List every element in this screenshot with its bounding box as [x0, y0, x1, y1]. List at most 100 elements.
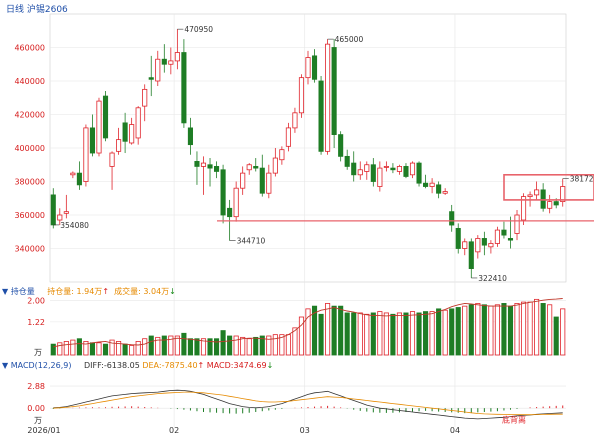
volume-bar — [370, 312, 376, 356]
volume-bar — [325, 303, 331, 356]
macd-panel-title[interactable]: MACD(12,26,9) — [10, 361, 72, 370]
y-tick-label: 0.00 — [27, 404, 45, 413]
oi-panel-title[interactable]: 持仓量 — [10, 287, 35, 296]
candle-body — [370, 164, 376, 182]
candle-body — [57, 214, 63, 221]
candle-body — [396, 166, 402, 172]
volume-bar — [142, 338, 148, 356]
candle-body — [449, 211, 455, 226]
volume-bar — [442, 309, 448, 356]
volume-bar — [70, 339, 76, 356]
annotation-high1: 470950 — [184, 25, 213, 34]
candle-body — [174, 52, 180, 62]
volume-bar — [534, 298, 540, 356]
volume-bar — [311, 305, 318, 356]
volume-bar — [122, 343, 128, 356]
volume-bar — [194, 338, 200, 356]
candle-body — [383, 166, 389, 168]
volume-bar — [246, 338, 252, 356]
volume-bar — [116, 341, 122, 356]
candle-body — [220, 169, 226, 216]
candle-body — [481, 238, 487, 246]
volume-bar — [351, 312, 357, 356]
x-tick-label: 2026/01 — [27, 426, 60, 435]
candle-body — [553, 201, 559, 206]
volume-bar — [540, 303, 546, 356]
y-tick-label: 360000 — [14, 211, 45, 220]
macd-unit-label: 万 — [34, 416, 42, 425]
open-interest-line — [53, 298, 563, 348]
candle-body — [298, 77, 305, 114]
candle-body — [214, 166, 220, 172]
volume-bar — [462, 305, 468, 356]
candle-body — [468, 241, 474, 270]
volume-bar — [423, 311, 429, 356]
candle-body — [409, 162, 416, 176]
candle-body — [109, 152, 115, 167]
candle-body — [514, 214, 520, 234]
y-tick-label: 400000 — [14, 144, 45, 153]
volume-bar — [357, 312, 363, 356]
candle-body — [96, 100, 102, 154]
candle-body — [194, 160, 200, 167]
volume-bar — [272, 334, 278, 356]
volume-bar — [168, 335, 174, 356]
y-tick-label: 2.00 — [27, 297, 45, 306]
volume-bar — [181, 332, 187, 356]
volume-bar — [514, 303, 520, 356]
volume-bar — [57, 342, 63, 356]
volume-bar — [129, 345, 135, 356]
volume-bar — [520, 301, 527, 356]
y-tick-label: 420000 — [14, 111, 45, 120]
candle-body — [436, 184, 442, 194]
dea-up-arrow-icon: ↑ — [197, 361, 205, 370]
volume-bar — [344, 312, 350, 356]
candle-body — [547, 201, 553, 209]
candle-body — [527, 194, 533, 197]
candle-body — [325, 43, 331, 152]
volume-bar — [396, 312, 402, 356]
volume-bar — [527, 301, 533, 356]
candle-body — [423, 182, 429, 187]
volume-bar — [390, 313, 396, 356]
candle-body — [76, 172, 82, 186]
candle-body — [292, 112, 298, 129]
y-tick-label: 380000 — [14, 178, 45, 187]
volume-bar — [494, 304, 500, 356]
volume-bar — [253, 336, 259, 356]
collapse-icon[interactable]: ▼ — [2, 287, 9, 296]
volume-bar — [436, 308, 442, 356]
annotation-high2: 465000 — [335, 35, 364, 44]
candle-body — [129, 124, 135, 144]
volume-bar — [227, 335, 233, 356]
candle-body — [200, 162, 207, 167]
volume-bar — [96, 342, 102, 356]
candle-body — [377, 167, 383, 187]
diff-value: DIFF:-6138.05 — [84, 361, 140, 370]
volume-bar — [298, 316, 305, 356]
volume-bar — [76, 338, 82, 356]
candle-body — [233, 187, 239, 218]
volume-bar — [475, 303, 481, 356]
volume-bar — [305, 308, 311, 356]
volume-bar — [488, 305, 494, 356]
vol-value: 成交量: 3.04万 — [114, 287, 170, 296]
candle-body — [155, 58, 161, 82]
candle-body — [351, 162, 357, 176]
volume-bar — [547, 304, 553, 356]
volume-bar — [364, 313, 370, 356]
volume-bar — [507, 305, 514, 356]
candle-body — [331, 47, 337, 135]
candle-body — [83, 127, 89, 182]
divergence-label: 底背离 — [502, 415, 526, 425]
collapse-icon[interactable]: ▼ — [2, 361, 9, 370]
candle-body — [311, 55, 318, 80]
candle-body — [462, 241, 468, 249]
candle-body — [344, 155, 350, 167]
volume-bar — [50, 343, 56, 356]
candle-body — [272, 157, 278, 174]
x-tick-label: 04 — [450, 426, 460, 435]
macd-value: MACD:3474.69 — [206, 361, 267, 370]
volume-bar — [207, 338, 213, 356]
